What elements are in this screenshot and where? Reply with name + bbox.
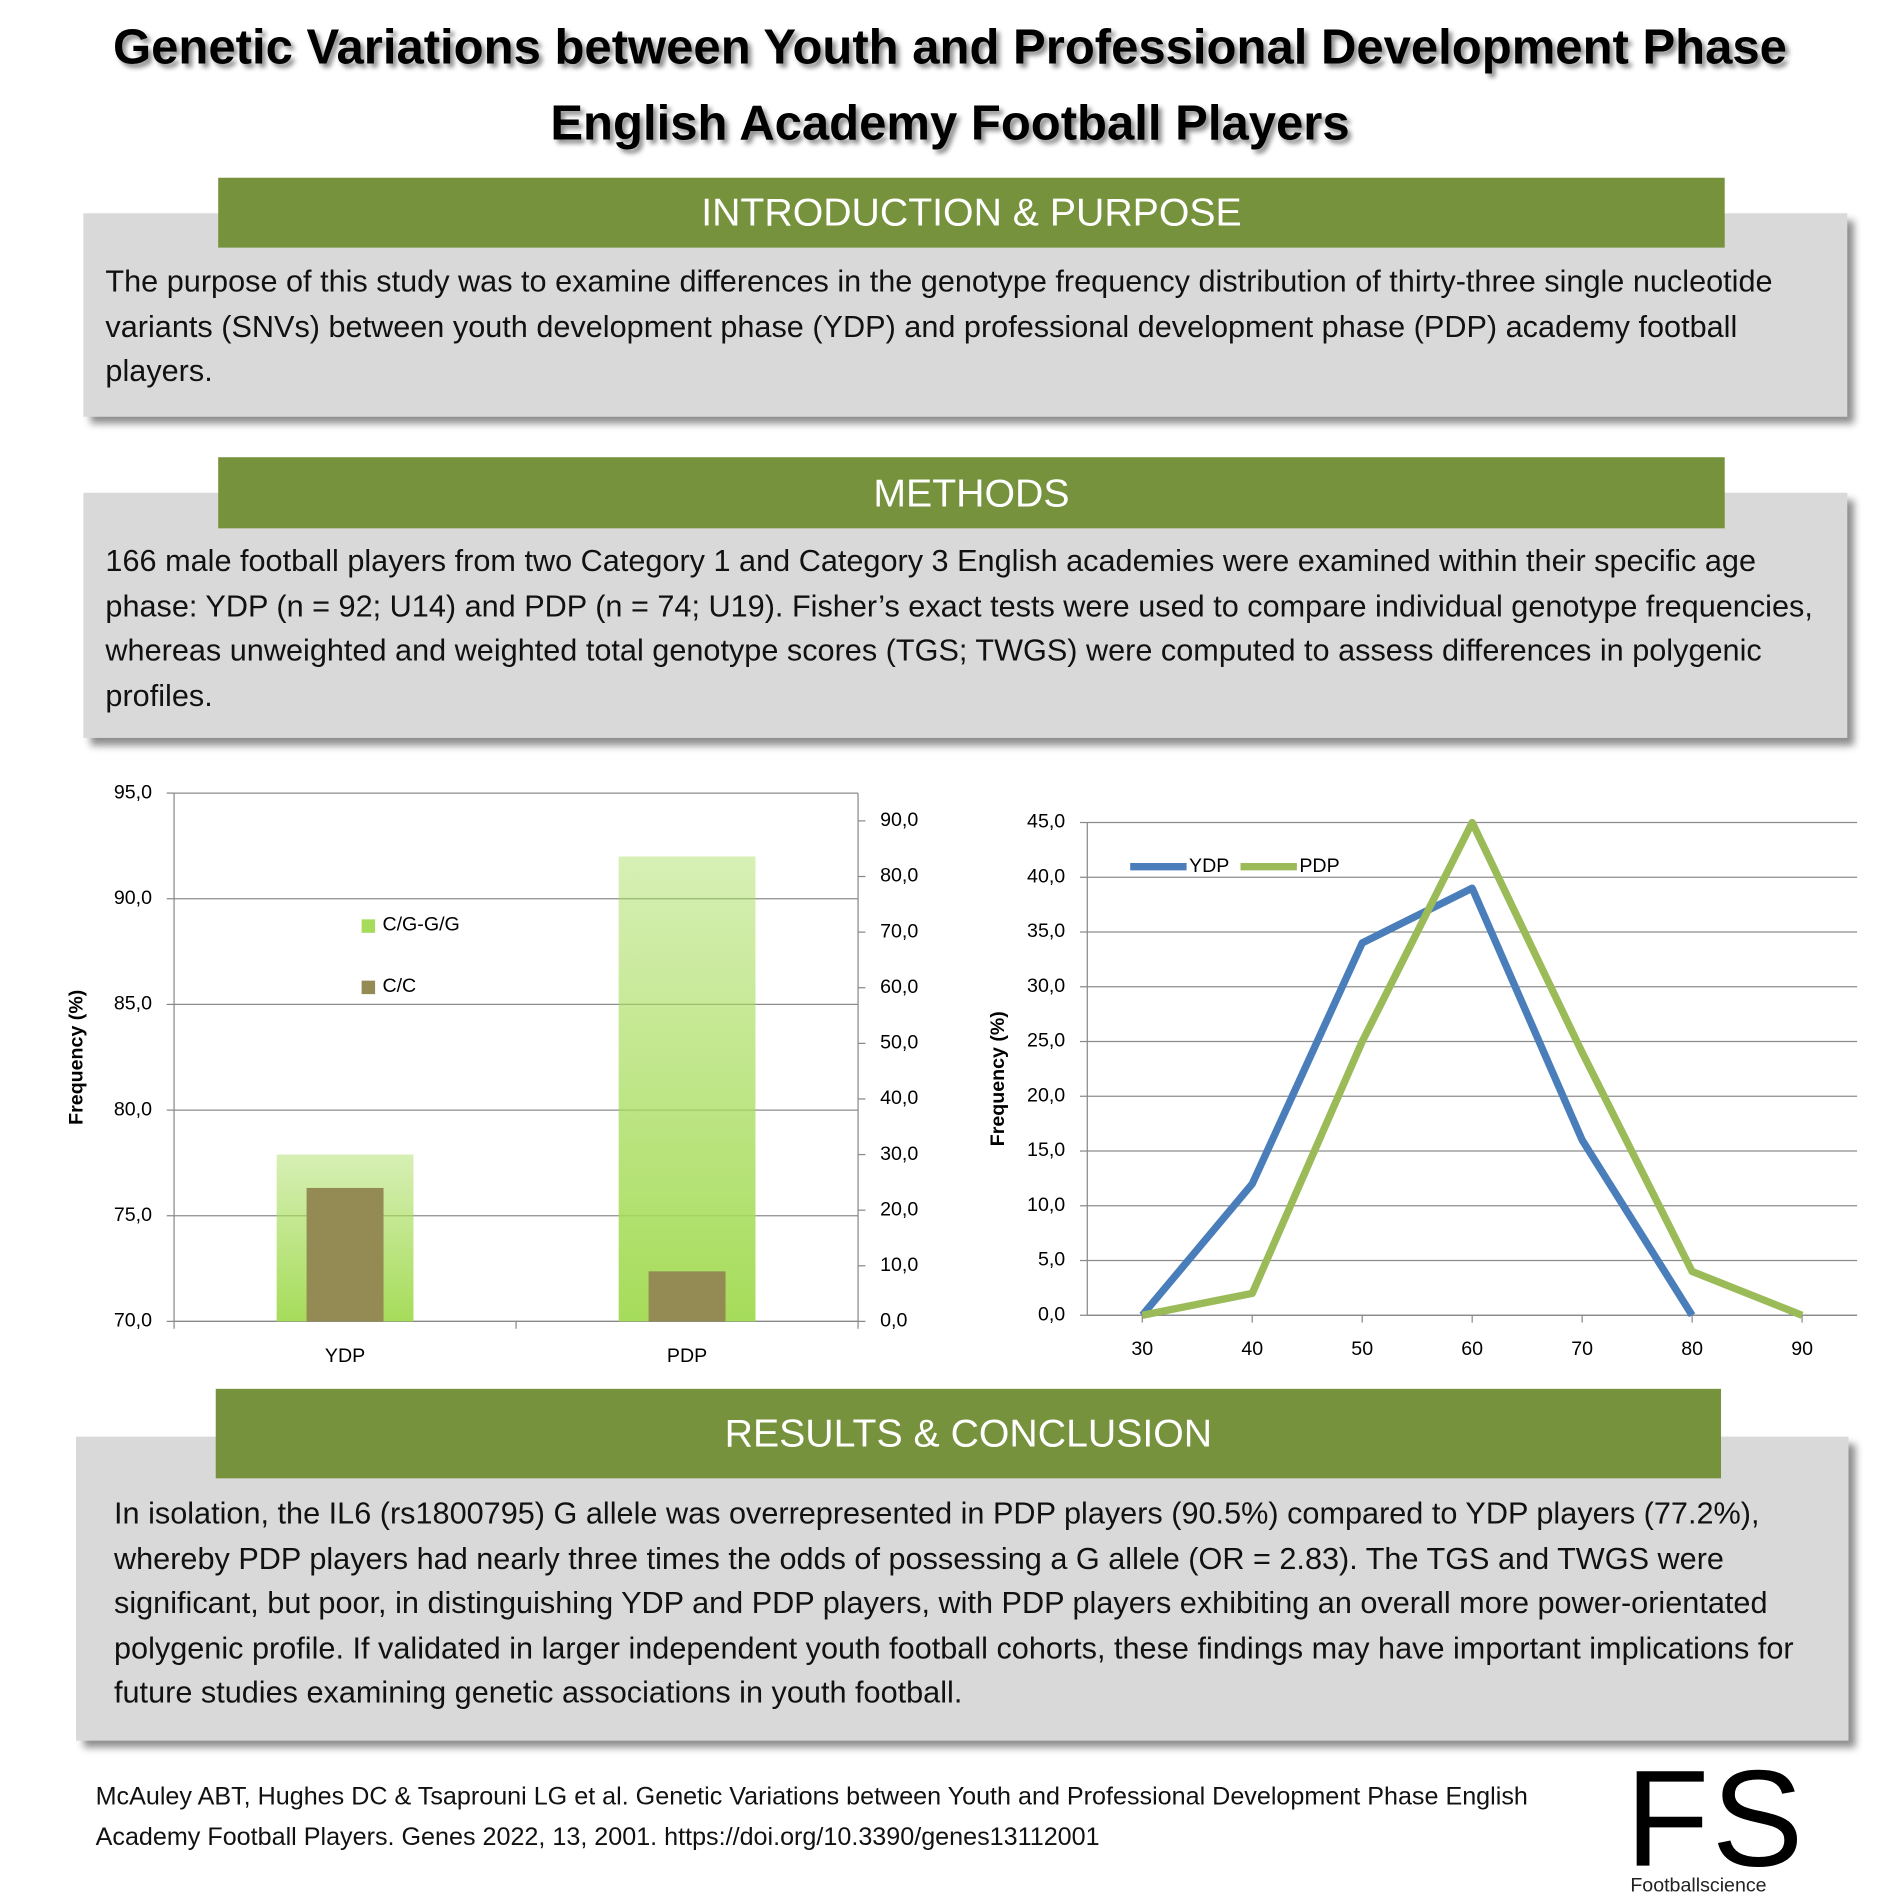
x-tick-label: 40 [1241, 1338, 1263, 1360]
y2-tick-label: 90,0 [880, 809, 918, 831]
y-tick-label: 70,0 [114, 1310, 152, 1332]
y-tick-label: 40,0 [1027, 865, 1065, 887]
citation: McAuley ABT, Hughes DC & Tsaprouni LG et… [95, 1782, 1528, 1851]
logo-mark: FS [1625, 1741, 1806, 1896]
legend-swatch [361, 919, 376, 933]
y-tick-label: 90,0 [114, 887, 152, 909]
y-tick-label: 0,0 [1038, 1303, 1065, 1325]
y-tick-label: 15,0 [1027, 1139, 1065, 1161]
y2-tick-label: 30,0 [880, 1143, 918, 1165]
section-text: 166 male football players from two Categ… [105, 544, 1813, 713]
legend-label: YDP [1189, 855, 1229, 877]
y2-tick-label: 80,0 [880, 865, 918, 887]
section-box [83, 492, 1848, 738]
y-tick-label: 30,0 [1027, 975, 1065, 997]
x-tick-label: PDP [667, 1345, 707, 1367]
poster-title: Genetic Variations between Youth and Pro… [113, 20, 1787, 151]
y-axis-label: Frequency (%) [65, 990, 87, 1125]
y-tick-label: 95,0 [114, 781, 152, 803]
bar [648, 1271, 726, 1322]
legend-label: C/C [382, 975, 416, 997]
legend-swatch [361, 980, 376, 995]
x-tick-label: 30 [1131, 1338, 1153, 1360]
section-text: In isolation, the IL6 (rs1800795) G alle… [113, 1496, 1794, 1710]
y-tick-label: 20,0 [1027, 1084, 1065, 1106]
y2-tick-label: 10,0 [880, 1254, 918, 1276]
x-tick-label: 70 [1571, 1338, 1593, 1360]
y-tick-label: 85,0 [114, 993, 152, 1015]
bar [306, 1187, 384, 1322]
bar [618, 856, 756, 1322]
section-box [75, 1436, 1849, 1741]
y2-tick-label: 70,0 [880, 920, 918, 942]
x-tick-label: 90 [1791, 1338, 1813, 1360]
charts: 70,0 75,0 80,0 85,0 90,0 95,0 0,0 10,0 20,0 30,0 4… [65, 781, 1858, 1367]
line [1141, 818, 1804, 1319]
y2-tick-label: 50,0 [880, 1032, 918, 1054]
x-tick-label: 80 [1681, 1338, 1703, 1360]
section-heading: RESULTS & CONCLUSION [215, 1388, 1722, 1479]
y-tick-label: 45,0 [1027, 811, 1065, 833]
y-axis-label: Frequency (%) [987, 1011, 1009, 1146]
y2-tick-label: 0,0 [880, 1310, 907, 1332]
section-heading: INTRODUCTION & PURPOSE [218, 177, 1725, 248]
y-tick-label: 35,0 [1027, 920, 1065, 942]
x-tick-label: YDP [325, 1345, 365, 1367]
logo-name: Footballscience [1630, 1875, 1767, 1897]
x-tick-label: 60 [1461, 1338, 1483, 1360]
section-text: The purpose of this study was to examine… [105, 264, 1773, 389]
y-tick-label: 10,0 [1027, 1194, 1065, 1216]
line [1139, 884, 1696, 1318]
section-heading: METHODS [218, 457, 1725, 529]
legend-label: C/G-G/G [382, 914, 459, 936]
y-tick-label: 80,0 [114, 1098, 152, 1120]
y2-tick-label: 40,0 [880, 1087, 918, 1109]
y2-tick-label: 60,0 [880, 976, 918, 998]
x-tick-label: 50 [1351, 1338, 1373, 1360]
y-tick-label: 75,0 [114, 1204, 152, 1226]
y-tick-label: 25,0 [1027, 1030, 1065, 1052]
y-tick-label: 5,0 [1038, 1249, 1065, 1271]
legend-label: PDP [1299, 855, 1339, 877]
y2-tick-label: 20,0 [880, 1198, 918, 1220]
